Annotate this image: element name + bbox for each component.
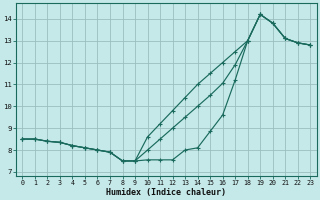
X-axis label: Humidex (Indice chaleur): Humidex (Indice chaleur) <box>106 188 226 197</box>
